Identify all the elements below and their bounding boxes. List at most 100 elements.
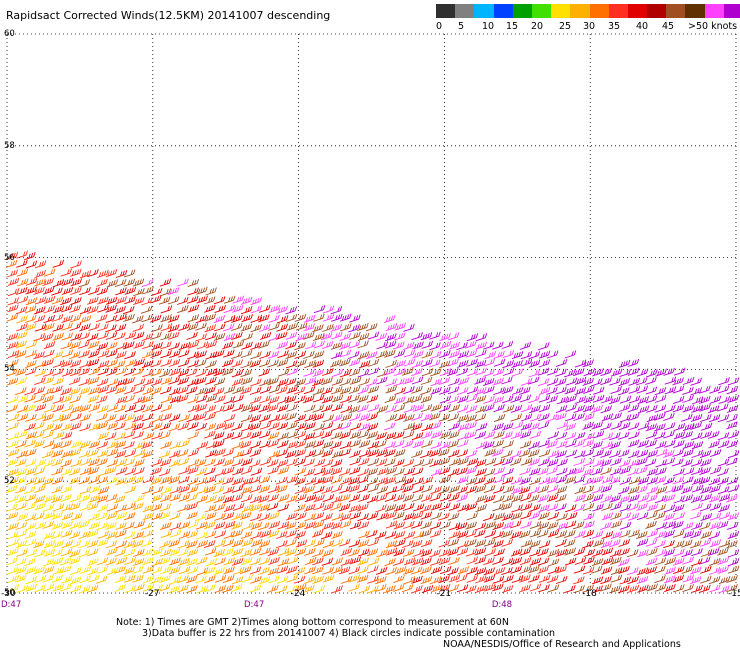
wind-barb — [294, 467, 307, 476]
wind-barb — [212, 485, 225, 494]
wind-barb — [483, 476, 496, 485]
wind-barb — [465, 548, 478, 557]
wind-barb — [258, 359, 271, 368]
wind-barb — [438, 466, 451, 475]
wind-barb — [439, 430, 451, 439]
time-label: D:48 — [491, 600, 513, 610]
wind-barb — [410, 422, 423, 431]
wind-barb — [106, 421, 119, 430]
wind-barb — [331, 422, 343, 431]
time-label: D:47 — [244, 600, 265, 610]
wind-barb — [420, 430, 433, 439]
wind-barb — [645, 520, 657, 529]
wind-barb — [636, 368, 649, 377]
wind-barb — [160, 521, 172, 531]
wind-barb — [5, 503, 18, 512]
wind-barb — [106, 440, 119, 449]
wind-barb — [34, 260, 47, 269]
wind-barb — [6, 377, 19, 386]
wind-barb — [601, 502, 613, 511]
wind-barb — [168, 423, 181, 432]
wind-barb — [96, 522, 108, 531]
wind-barb — [15, 340, 27, 349]
wind-barb — [358, 439, 371, 448]
wind-barb — [277, 432, 289, 441]
wind-barb — [123, 540, 136, 549]
wind-barb — [412, 341, 424, 350]
wind-barb — [484, 457, 497, 466]
wind-barb — [492, 422, 504, 431]
wind-barb — [321, 404, 333, 413]
wind-barb — [582, 502, 595, 511]
wind-barb — [268, 520, 281, 529]
wind-barb — [276, 448, 288, 458]
wind-barb — [583, 548, 596, 557]
wind-barb — [267, 431, 280, 440]
wind-barb — [52, 359, 65, 368]
wind-barb — [331, 475, 343, 484]
wind-barb — [158, 556, 171, 565]
wind-barb — [582, 467, 594, 477]
wind-barb — [492, 395, 505, 404]
wind-barb — [97, 431, 109, 440]
wind-barb — [268, 575, 280, 584]
wind-barb — [448, 556, 460, 566]
wind-barb — [187, 314, 200, 323]
wind-barb — [592, 430, 605, 439]
wind-barb — [104, 432, 117, 441]
wind-barb — [520, 457, 533, 466]
wind-barb — [25, 522, 37, 531]
wind-barb — [529, 503, 541, 512]
wind-barb — [627, 439, 640, 448]
wind-barb — [322, 305, 335, 314]
wind-barb — [222, 538, 235, 547]
wind-barb — [221, 359, 234, 368]
wind-barb — [403, 467, 416, 476]
wind-barb — [366, 422, 379, 431]
wind-barb — [393, 467, 405, 476]
wind-barb — [267, 567, 280, 576]
wind-barb — [15, 367, 27, 376]
wind-barb — [204, 404, 217, 413]
wind-barb — [249, 359, 262, 368]
wind-barb — [97, 538, 109, 547]
wind-barb — [375, 576, 387, 585]
wind-barb — [142, 286, 154, 295]
wind-barb — [313, 585, 326, 594]
wind-barb — [384, 476, 396, 485]
wind-barb — [690, 387, 703, 396]
wind-barb — [176, 394, 189, 403]
wind-barb — [313, 476, 325, 485]
wind-barb — [474, 522, 487, 531]
wind-barb — [24, 422, 36, 431]
wind-barb — [86, 539, 99, 548]
wind-barb — [14, 574, 27, 583]
wind-barb — [194, 376, 207, 385]
wind-barb — [573, 457, 586, 466]
wind-barb — [60, 459, 72, 468]
wind-barb — [591, 576, 604, 585]
note-line-2: 3)Data buffer is 22 hrs from 20141007 4)… — [142, 628, 556, 639]
wind-barb — [187, 448, 200, 457]
wind-barb — [330, 306, 343, 315]
wind-barb — [421, 484, 433, 493]
wind-barb — [556, 467, 568, 476]
wind-barb — [151, 512, 163, 521]
wind-barb — [520, 520, 532, 529]
wind-barb — [330, 386, 343, 395]
wind-barb — [610, 566, 623, 576]
wind-barb — [574, 530, 586, 539]
wind-barb — [726, 440, 739, 449]
wind-barb — [52, 323, 64, 332]
wind-barb — [457, 457, 469, 466]
wind-barb — [331, 484, 343, 493]
latitude-label: 60 — [4, 29, 15, 39]
wind-barb — [34, 360, 47, 369]
wind-barb — [250, 314, 263, 323]
wind-barb — [61, 322, 73, 331]
wind-barb — [33, 540, 45, 549]
wind-barb — [43, 322, 55, 331]
wind-barb — [484, 583, 496, 592]
wind-barb — [367, 458, 380, 467]
wind-barb — [717, 414, 730, 423]
